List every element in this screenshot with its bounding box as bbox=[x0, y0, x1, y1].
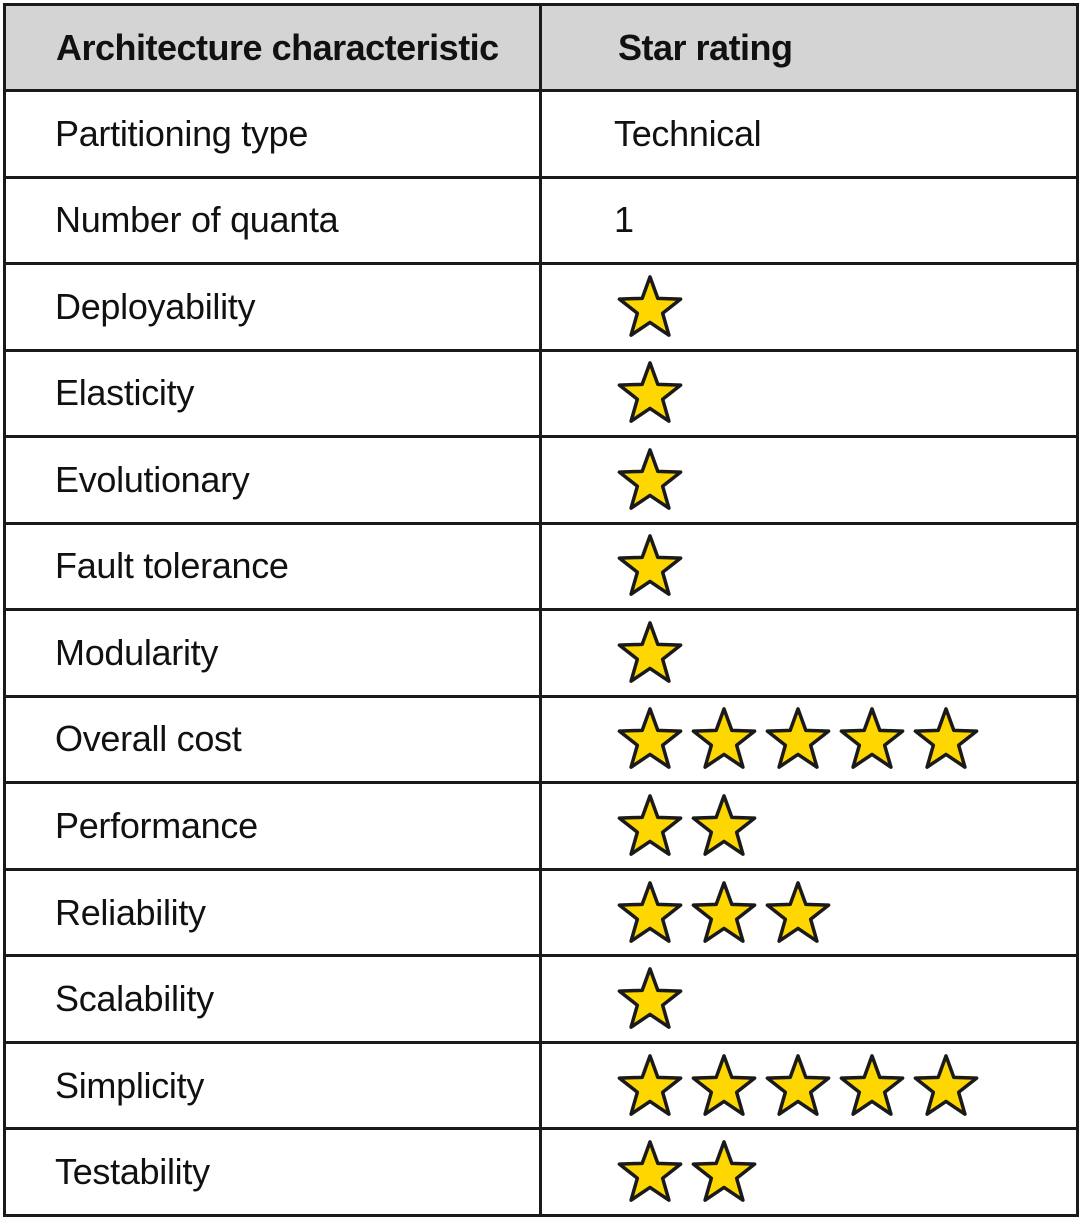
star-rating-table: Architecture characteristic Star rating … bbox=[3, 3, 1079, 1217]
table-row: Modularity bbox=[3, 608, 1079, 698]
table-row: Partitioning type Technical bbox=[3, 89, 1079, 179]
table-row: Evolutionary bbox=[3, 435, 1079, 525]
table-row: Scalability bbox=[3, 954, 1079, 1044]
characteristic-name: Deployability bbox=[3, 262, 542, 352]
star-icon bbox=[691, 1053, 757, 1116]
star-icon bbox=[617, 361, 683, 424]
star-icon bbox=[617, 794, 683, 856]
star-icon bbox=[765, 1053, 831, 1116]
star-icon bbox=[617, 621, 683, 683]
star-rating bbox=[614, 791, 1076, 861]
star-icon bbox=[839, 1053, 905, 1116]
star-icon bbox=[617, 534, 683, 597]
table-row: Testability bbox=[3, 1127, 1079, 1217]
characteristic-name: Overall cost bbox=[3, 694, 542, 785]
star-icon bbox=[765, 880, 831, 943]
star-rating bbox=[614, 445, 1076, 515]
header-architecture-characteristic: Architecture characteristic bbox=[3, 3, 542, 92]
table-header: Architecture characteristic Star rating bbox=[3, 3, 1079, 92]
star-icon bbox=[617, 448, 683, 510]
star-rating bbox=[614, 531, 1076, 601]
header-row: Architecture characteristic Star rating bbox=[3, 3, 1079, 92]
star-rating bbox=[614, 964, 1076, 1034]
star-rating-cell bbox=[539, 262, 1079, 352]
table-row: Reliability bbox=[3, 867, 1079, 958]
characteristic-name: Scalability bbox=[3, 954, 542, 1044]
star-icon bbox=[617, 274, 683, 337]
characteristic-name: Performance bbox=[3, 781, 542, 871]
table-body: Partitioning type Technical Number of quan… bbox=[3, 89, 1079, 1217]
star-rating-cell bbox=[539, 867, 1079, 958]
table-row: Simplicity bbox=[3, 1040, 1079, 1131]
characteristic-name: Testability bbox=[3, 1127, 542, 1217]
star-rating bbox=[614, 1051, 1076, 1121]
star-rating-cell bbox=[539, 1127, 1079, 1217]
star-rating bbox=[614, 878, 1076, 948]
rating-text: 1 bbox=[539, 175, 1079, 266]
star-icon bbox=[691, 794, 757, 856]
characteristic-name: Fault tolerance bbox=[3, 521, 542, 612]
star-icon bbox=[765, 707, 831, 770]
star-icon bbox=[691, 880, 757, 943]
star-icon bbox=[691, 707, 757, 770]
star-rating-cell bbox=[539, 435, 1079, 525]
star-rating bbox=[614, 272, 1076, 342]
characteristic-name: Modularity bbox=[3, 608, 542, 698]
star-icon bbox=[617, 1140, 683, 1203]
characteristic-name: Reliability bbox=[3, 867, 542, 958]
star-rating-cell bbox=[539, 608, 1079, 698]
star-rating bbox=[614, 704, 1076, 774]
star-icon bbox=[913, 707, 979, 770]
star-icon bbox=[617, 1053, 683, 1116]
star-rating-cell bbox=[539, 781, 1079, 871]
star-rating bbox=[614, 358, 1076, 428]
characteristic-name: Simplicity bbox=[3, 1040, 542, 1131]
star-icon bbox=[617, 967, 683, 1029]
table-row: Fault tolerance bbox=[3, 521, 1079, 612]
characteristic-name: Evolutionary bbox=[3, 435, 542, 525]
star-rating-cell bbox=[539, 954, 1079, 1044]
table-row: Deployability bbox=[3, 262, 1079, 352]
table-row: Performance bbox=[3, 781, 1079, 871]
star-icon bbox=[913, 1053, 979, 1116]
star-icon bbox=[617, 880, 683, 943]
star-rating-cell bbox=[539, 694, 1079, 785]
star-rating-cell bbox=[539, 1040, 1079, 1131]
star-rating bbox=[614, 618, 1076, 688]
star-icon bbox=[617, 707, 683, 770]
star-rating bbox=[614, 1137, 1076, 1207]
characteristic-name: Number of quanta bbox=[3, 175, 542, 266]
table-row: Overall cost bbox=[3, 694, 1079, 785]
table-row: Number of quanta 1 bbox=[3, 175, 1079, 266]
star-rating-cell bbox=[539, 348, 1079, 439]
star-icon bbox=[839, 707, 905, 770]
star-rating-cell bbox=[539, 521, 1079, 612]
characteristic-name: Partitioning type bbox=[3, 89, 542, 179]
star-icon bbox=[691, 1140, 757, 1203]
table-row: Elasticity bbox=[3, 348, 1079, 439]
header-star-rating: Star rating bbox=[539, 3, 1079, 92]
characteristic-name: Elasticity bbox=[3, 348, 542, 439]
rating-text: Technical bbox=[539, 89, 1079, 179]
